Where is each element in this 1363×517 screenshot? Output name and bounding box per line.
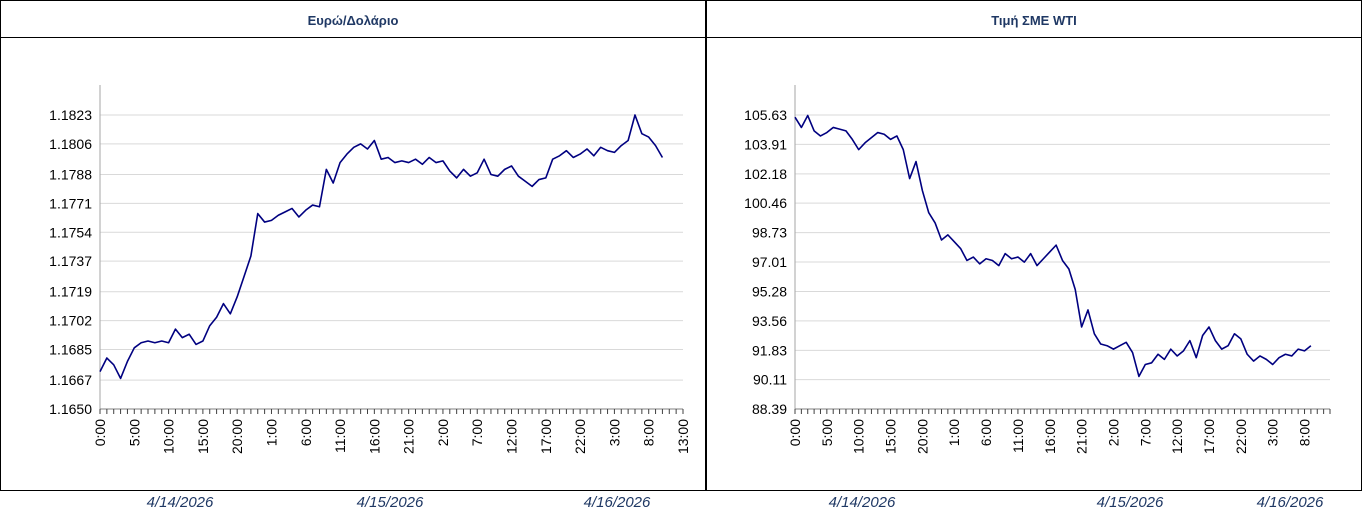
y-tick-label: 98.73 bbox=[752, 225, 787, 241]
x-tick-label: 7:00 bbox=[469, 419, 485, 446]
y-tick-label: 1.1737 bbox=[49, 253, 92, 269]
panel-border bbox=[0, 0, 706, 491]
y-tick-label: 1.1823 bbox=[49, 107, 92, 123]
y-tick-label: 1.1702 bbox=[49, 313, 92, 329]
x-tick-label: 21:00 bbox=[1074, 419, 1090, 454]
date-label: 4/14/2026 bbox=[147, 494, 214, 511]
chart-title: Τιμή ΣΜΕ WTI bbox=[991, 13, 1077, 28]
x-tick-label: 11:00 bbox=[1010, 419, 1026, 453]
x-tick-label: 10:00 bbox=[161, 419, 177, 454]
line-series bbox=[99, 114, 664, 380]
x-tick-label: 8:00 bbox=[1297, 419, 1313, 446]
y-tick-label: 1.1685 bbox=[49, 342, 92, 358]
y-tick-label: 102.18 bbox=[744, 166, 787, 182]
y-tick-label: 103.91 bbox=[744, 136, 787, 152]
x-tick-label: 3:00 bbox=[1265, 419, 1281, 446]
x-tick-label: 1:00 bbox=[263, 419, 279, 446]
x-tick-label: 3:00 bbox=[606, 419, 622, 446]
y-tick-label: 1.1788 bbox=[49, 166, 92, 182]
date-label: 4/16/2026 bbox=[584, 494, 651, 511]
x-tick-label: 15:00 bbox=[195, 419, 211, 454]
x-tick-label: 8:00 bbox=[641, 419, 657, 446]
x-tick-label: 0:00 bbox=[92, 419, 108, 446]
x-tick-label: 7:00 bbox=[1137, 419, 1153, 446]
y-tick-label: 1.1771 bbox=[49, 195, 92, 211]
line-series bbox=[794, 114, 1312, 378]
x-tick-label: 11:00 bbox=[332, 419, 348, 453]
y-tick-label: 97.01 bbox=[752, 254, 787, 270]
x-tick-label: 13:00 bbox=[675, 419, 691, 454]
x-tick-label: 5:00 bbox=[126, 419, 142, 446]
y-tick-label: 91.83 bbox=[752, 342, 787, 358]
y-tick-label: 1.1806 bbox=[49, 136, 92, 152]
y-tick-label: 93.56 bbox=[752, 313, 787, 329]
x-tick-label: 1:00 bbox=[946, 419, 962, 446]
y-tick-label: 1.1650 bbox=[49, 401, 92, 417]
x-tick-label: 16:00 bbox=[366, 419, 382, 454]
x-tick-label: 2:00 bbox=[435, 419, 451, 446]
x-tick-label: 16:00 bbox=[1042, 419, 1058, 454]
x-tick-label: 2:00 bbox=[1105, 419, 1121, 446]
x-tick-label: 20:00 bbox=[229, 419, 245, 454]
y-tick-label: 1.1667 bbox=[49, 372, 92, 388]
x-tick-label: 17:00 bbox=[1201, 419, 1217, 454]
y-tick-label: 100.46 bbox=[744, 195, 787, 211]
y-tick-label: 88.39 bbox=[752, 401, 787, 417]
x-tick-label: 21:00 bbox=[401, 419, 417, 454]
y-tick-label: 105.63 bbox=[744, 107, 787, 123]
date-label: 4/14/2026 bbox=[829, 494, 896, 511]
y-tick-label: 90.11 bbox=[753, 372, 787, 388]
x-tick-label: 10:00 bbox=[851, 419, 867, 454]
x-tick-label: 6:00 bbox=[298, 419, 314, 446]
x-tick-label: 12:00 bbox=[504, 419, 520, 454]
y-tick-label: 1.1719 bbox=[49, 284, 92, 300]
date-label: 4/16/2026 bbox=[1257, 494, 1324, 511]
date-label: 4/15/2026 bbox=[1097, 494, 1164, 511]
x-tick-label: 22:00 bbox=[572, 419, 588, 454]
chart-title: Ευρώ/Δολάριο bbox=[308, 13, 399, 28]
panel-border bbox=[706, 0, 1362, 491]
x-tick-label: 5:00 bbox=[819, 419, 835, 446]
x-tick-label: 0:00 bbox=[787, 419, 803, 446]
y-tick-label: 1.1754 bbox=[49, 224, 92, 240]
x-tick-label: 20:00 bbox=[914, 419, 930, 454]
x-tick-label: 17:00 bbox=[538, 419, 554, 454]
y-tick-label: 95.28 bbox=[752, 284, 787, 300]
x-tick-label: 22:00 bbox=[1233, 419, 1249, 454]
x-tick-label: 12:00 bbox=[1169, 419, 1185, 454]
x-tick-label: 6:00 bbox=[978, 419, 994, 446]
x-tick-label: 15:00 bbox=[883, 419, 899, 454]
date-label: 4/15/2026 bbox=[357, 494, 424, 511]
